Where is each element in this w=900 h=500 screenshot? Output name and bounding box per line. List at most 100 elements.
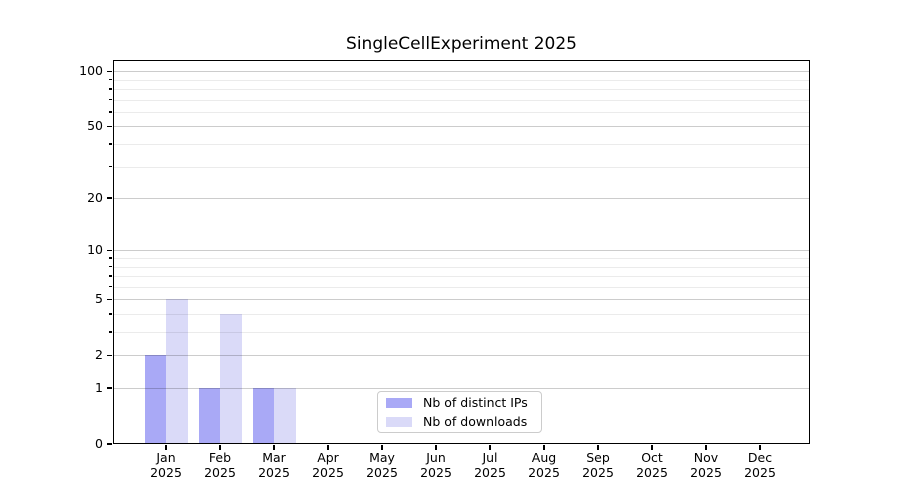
x-tick-label-may: May 2025 [350, 450, 414, 480]
minor-gridline-9 [113, 257, 810, 259]
minor-gridline-90 [113, 79, 810, 81]
x-tick-mar [273, 445, 275, 451]
year-label: 2025 [366, 464, 398, 480]
x-tick-jan [165, 445, 167, 451]
major-gridline-50 [113, 126, 810, 128]
month-label: Dec [747, 450, 773, 465]
y-tick-label-1: 1 [95, 380, 103, 395]
x-tick-jul [489, 445, 491, 451]
x-tick-label-nov: Nov 2025 [674, 450, 738, 480]
legend-swatch-0 [386, 397, 412, 408]
y-tick-1 [106, 387, 112, 389]
year-label: 2025 [150, 464, 182, 480]
x-tick-oct [651, 445, 653, 451]
y-tick-10 [106, 249, 112, 251]
y-tick-50 [106, 125, 112, 127]
x-tick-feb [219, 445, 221, 451]
minor-gridline-7 [113, 276, 810, 278]
minor-gridline-60 [113, 111, 810, 113]
y-minortick-60 [108, 111, 112, 113]
bar-downloads-mar [274, 388, 296, 444]
month-label: Nov [693, 450, 719, 465]
y-tick-5 [106, 298, 112, 300]
y-tick-label-5: 5 [95, 291, 103, 307]
major-gridline-100 [113, 71, 810, 73]
x-tick-jun [435, 445, 437, 451]
y-minortick-80 [108, 88, 112, 90]
month-label: Feb [208, 450, 232, 465]
plot-area [106, 60, 810, 451]
chart-title: SingleCellExperiment 2025 [346, 34, 577, 54]
bar-ips-jan [144, 355, 166, 444]
year-label: 2025 [474, 464, 506, 480]
x-tick-aug [543, 445, 545, 451]
month-label: Oct [641, 450, 663, 465]
year-label: 2025 [420, 464, 452, 480]
minor-gridline-4 [113, 313, 810, 315]
x-tick-label-dec: Dec 2025 [728, 450, 792, 480]
y-tick-20 [106, 197, 112, 199]
x-tick-label-mar: Mar 2025 [242, 450, 306, 480]
legend-row-0: Nb of distinct IPs [386, 394, 541, 410]
y-minortick-9 [108, 257, 112, 259]
year-label: 2025 [744, 464, 776, 480]
month-label: May [369, 450, 395, 465]
y-tick-label-2: 2 [95, 347, 103, 363]
y-tick-2 [106, 354, 112, 356]
y-minortick-7 [108, 275, 112, 277]
y-minortick-6 [108, 286, 112, 288]
minor-gridline-3 [113, 332, 810, 333]
major-gridline-5 [113, 299, 810, 301]
y-tick-label-100: 100 [79, 63, 103, 79]
bar-ips-mar [252, 388, 274, 444]
y-minortick-70 [108, 99, 112, 101]
month-label: Jun [426, 450, 446, 465]
minor-gridline-30 [113, 166, 810, 168]
month-label: Jul [482, 450, 498, 465]
bar-downloads-jan [166, 299, 188, 444]
x-tick-label-sep: Sep 2025 [566, 450, 630, 480]
x-tick-apr [327, 445, 329, 451]
y-tick-100 [106, 70, 112, 72]
month-label: Apr [317, 450, 339, 465]
bar-ips-feb [198, 388, 220, 444]
y-tick-0 [106, 443, 112, 445]
y-minortick-90 [108, 79, 112, 81]
x-tick-label-jan: Jan 2025 [134, 450, 198, 480]
y-tick-label-10: 10 [87, 242, 103, 258]
y-minortick-4 [108, 313, 112, 315]
legend-label-0: Nb of distinct IPs [423, 394, 528, 410]
y-tick-label-50: 50 [87, 118, 103, 134]
year-label: 2025 [528, 464, 560, 480]
major-gridline-20 [113, 198, 810, 200]
year-label: 2025 [582, 464, 614, 480]
year-label: 2025 [690, 464, 722, 480]
bar-downloads-feb [220, 314, 242, 444]
x-tick-may [381, 445, 383, 451]
minor-gridline-80 [113, 89, 810, 90]
x-tick-label-oct: Oct 2025 [620, 450, 684, 480]
month-label: Mar [262, 450, 286, 465]
minor-gridline-8 [113, 266, 810, 268]
year-label: 2025 [636, 464, 668, 480]
year-label: 2025 [312, 464, 344, 480]
month-label: Sep [586, 450, 610, 465]
x-tick-dec [759, 445, 761, 451]
year-label: 2025 [204, 464, 236, 480]
legend-swatch-1 [386, 416, 412, 427]
minor-gridline-40 [113, 144, 810, 145]
x-tick-label-aug: Aug 2025 [512, 450, 576, 480]
x-tick-nov [705, 445, 707, 451]
legend-row-1: Nb of downloads [386, 413, 541, 429]
minor-gridline-70 [113, 99, 810, 101]
legend-label-1: Nb of downloads [423, 413, 528, 429]
y-minortick-40 [108, 143, 112, 145]
y-tick-label-20: 20 [87, 190, 103, 206]
x-tick-label-feb: Feb 2025 [188, 450, 252, 480]
major-gridline-1 [113, 388, 810, 389]
year-label: 2025 [258, 464, 290, 480]
legend: Nb of distinct IPs Nb of downloads [377, 391, 542, 433]
month-label: Aug [531, 450, 557, 465]
y-tick-label-0: 0 [95, 436, 103, 451]
